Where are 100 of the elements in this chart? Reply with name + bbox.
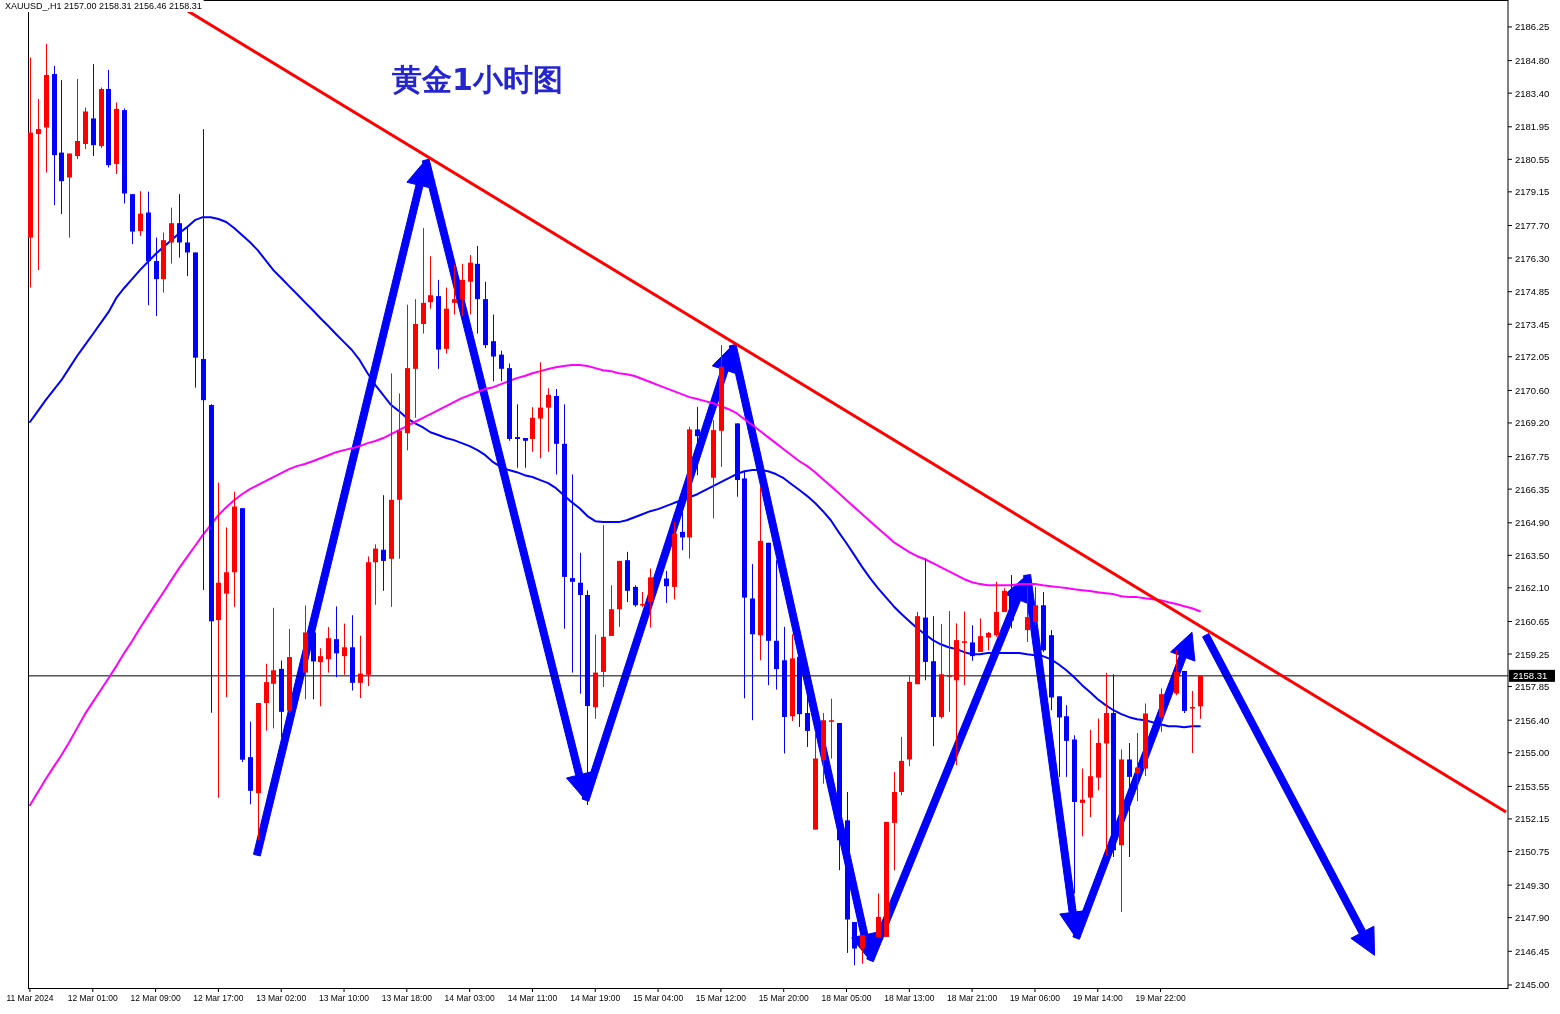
y-tick-label: 2157.85	[1515, 681, 1550, 693]
candlestick	[1127, 742, 1132, 858]
y-tick-label: 2163.50	[1515, 549, 1550, 561]
candlestick	[264, 663, 269, 732]
x-tick-label: 12 Mar 01:00	[67, 993, 119, 1003]
candlestick	[36, 98, 41, 271]
candlestick	[452, 264, 457, 315]
candlestick	[468, 254, 473, 315]
y-tick-label: 2149.30	[1515, 879, 1550, 891]
x-tick-label: 19 Mar 06:00	[1009, 993, 1061, 1003]
line-series	[28, 364, 1201, 807]
text: 黄金1小时图	[392, 62, 563, 97]
x-tick-label: 13 Mar 10:00	[318, 993, 370, 1003]
candlestick	[1002, 587, 1007, 613]
candlestick	[1174, 649, 1179, 696]
candlestick	[342, 623, 347, 676]
candlestick	[860, 934, 865, 965]
x-tick-label: 13 Mar 02:00	[256, 993, 307, 1003]
y-tick-label: 2174.85	[1515, 286, 1550, 298]
x-tick-label: 19 Mar 22:00	[1135, 993, 1186, 1003]
y-tick-label: 2156.40	[1515, 714, 1550, 726]
candlestick	[530, 406, 535, 453]
candlestick	[185, 227, 190, 277]
x-tick-label: 15 Mar 20:00	[758, 993, 810, 1003]
candlestick	[154, 237, 159, 317]
y-tick-label: 2159.25	[1515, 648, 1550, 660]
candlestick	[421, 227, 426, 335]
candlestick	[271, 607, 276, 729]
candlestick	[994, 581, 999, 638]
annotation: XAUUSD_,H1 2157.00 2158.31 2156.46 2158.31	[5, 1, 202, 11]
candlestick	[428, 255, 433, 310]
candlestick	[970, 624, 975, 662]
x-tick-label: 14 Mar 11:00	[507, 993, 558, 1003]
candlestick	[1135, 732, 1140, 802]
candlestick	[1057, 695, 1062, 778]
candlestick	[829, 698, 834, 760]
y-tick-label: 2170.60	[1515, 384, 1550, 396]
candlestick	[499, 350, 504, 382]
y-tick-label: 2167.75	[1515, 451, 1550, 463]
candlestick	[373, 543, 378, 606]
y-tick-label: 2186.25	[1515, 21, 1550, 33]
candlestick	[1088, 729, 1093, 818]
x-tick-label: 11 Mar 2024	[6, 993, 54, 1003]
candlestick	[169, 207, 174, 265]
x-tick-label: 18 Mar 13:00	[884, 993, 935, 1003]
candlestick	[138, 190, 143, 237]
candlestick	[962, 611, 967, 686]
y-tick-label: 2181.95	[1515, 121, 1550, 133]
candlestick	[633, 584, 638, 608]
candlestick	[334, 605, 339, 678]
x-tick-label: 18 Mar 21:00	[947, 993, 998, 1003]
candlestick	[538, 361, 543, 459]
candlestick	[1033, 586, 1038, 626]
y-tick-label: 2184.80	[1515, 55, 1550, 67]
candlestick	[695, 406, 700, 476]
candlestick	[978, 617, 983, 653]
candlestick	[515, 403, 520, 469]
x-tick-label: 13 Mar 18:00	[381, 993, 433, 1003]
candlestick	[224, 526, 229, 698]
candlestick	[67, 153, 72, 239]
y-tick-label: 2150.75	[1515, 845, 1550, 857]
candlestick	[381, 494, 386, 592]
y-tick-label: 2179.15	[1515, 186, 1550, 198]
candlestick	[523, 437, 528, 469]
y-tick-label: 2153.55	[1515, 780, 1550, 792]
x-tick-label: 18 Mar 05:00	[821, 993, 872, 1003]
y-tick-label: 2155.00	[1515, 747, 1550, 759]
candlestick	[318, 647, 323, 707]
y-tick-label: 2169.20	[1515, 417, 1550, 429]
y-tick-label: 2173.45	[1515, 318, 1550, 330]
candlestick	[986, 631, 991, 651]
y-tick-label: 2172.05	[1515, 351, 1550, 363]
candlestick	[1080, 768, 1085, 837]
candlestick	[578, 552, 583, 695]
candlestick	[664, 570, 669, 604]
candlestick	[876, 892, 881, 938]
y-tick-label: 2146.45	[1515, 945, 1550, 957]
candlestick	[75, 78, 80, 160]
x-tick-label: 14 Mar 03:00	[444, 993, 495, 1003]
candlestick	[1190, 690, 1195, 754]
y-tick-label: 2147.90	[1515, 912, 1550, 924]
y-tick-label: 2180.55	[1515, 153, 1550, 165]
x-tick-label: 12 Mar 09:00	[130, 993, 181, 1003]
y-tick-label: 2152.15	[1515, 813, 1550, 825]
x-tick-label: 15 Mar 04:00	[633, 993, 684, 1003]
candlestick	[570, 473, 575, 674]
candlestick	[546, 387, 551, 453]
candlestick	[1159, 687, 1164, 733]
x-tick-label: 12 Mar 17:00	[193, 993, 244, 1003]
x-tick-label: 14 Mar 19:00	[570, 993, 621, 1003]
y-tick-label: 2162.10	[1515, 582, 1550, 594]
candlestick	[326, 626, 331, 674]
candlestick	[1025, 586, 1030, 643]
candlestick	[491, 313, 496, 382]
y-tick-label: 2176.30	[1515, 252, 1550, 264]
candlestick	[947, 610, 952, 713]
y-tick-label: 2177.70	[1515, 220, 1550, 232]
y-tick-label: 2164.90	[1515, 517, 1550, 529]
ref-line-label: 2158.31	[1513, 670, 1548, 682]
candlestick	[460, 263, 465, 317]
